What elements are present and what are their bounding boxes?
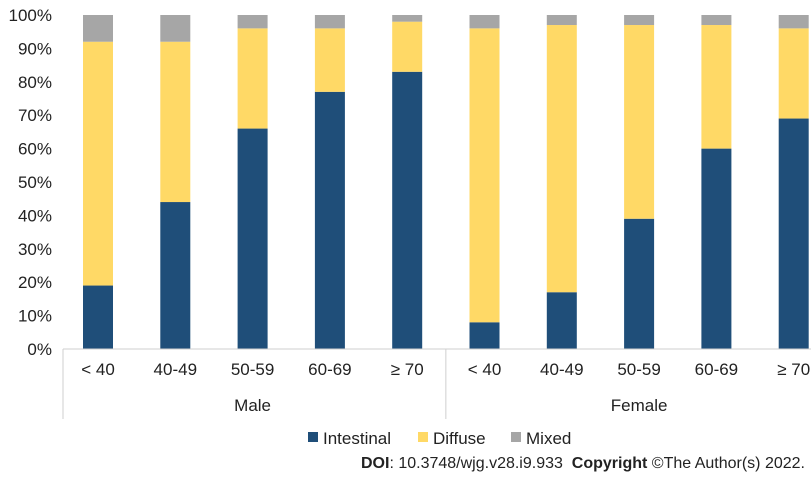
y-tick-label: 90%: [18, 39, 52, 58]
bar-mixed: [624, 15, 655, 26]
bar-diffuse: [392, 21, 423, 72]
bar-intestinal: [469, 322, 500, 349]
bar-diffuse: [237, 28, 268, 129]
bar-mixed: [701, 15, 732, 26]
bar-mixed: [392, 15, 423, 22]
bar-intestinal: [778, 118, 809, 349]
bar-diffuse: [624, 25, 655, 219]
y-tick-label: 30%: [18, 240, 52, 259]
group-label: Female: [611, 396, 668, 415]
legend-swatch-mixed: [511, 432, 521, 442]
bar-mixed: [237, 15, 268, 29]
bar-mixed: [314, 15, 345, 29]
bar-mixed: [160, 15, 191, 42]
x-tick-label: 60-69: [695, 360, 738, 379]
legend-label: Diffuse: [433, 429, 486, 448]
legend-label: Mixed: [526, 429, 571, 448]
bar-diffuse: [160, 41, 191, 203]
y-tick-label: 20%: [18, 273, 52, 292]
x-tick-label: 50-59: [231, 360, 274, 379]
bar-mixed: [546, 15, 577, 26]
bar-intestinal: [160, 202, 191, 349]
bar-intestinal: [392, 71, 423, 349]
bar-diffuse: [546, 25, 577, 293]
bar-intestinal: [83, 285, 113, 349]
legend-label: Intestinal: [323, 429, 391, 448]
copyright-label: Copyright: [571, 455, 648, 472]
bar-diffuse: [314, 28, 345, 92]
bar-intestinal: [314, 91, 345, 349]
bar-diffuse: [701, 25, 732, 149]
doi-label: DOI: [360, 455, 390, 472]
copyright-value: ©The Author(s) 2022.: [647, 455, 805, 472]
bar-mixed: [778, 15, 809, 29]
citation-footer: DOI: 10.3748/wjg.v28.i9.933 Copyright ©T…: [361, 455, 805, 473]
y-tick-label: 10%: [18, 307, 52, 326]
bar-diffuse: [469, 28, 500, 323]
bar-mixed: [83, 15, 113, 42]
bar-intestinal: [701, 148, 732, 349]
bar-diffuse: [778, 28, 809, 119]
y-tick-label: 60%: [18, 140, 52, 159]
bar-intestinal: [237, 128, 268, 349]
x-tick-label: 40-49: [154, 360, 197, 379]
legend-swatch-diffuse: [418, 432, 428, 442]
x-tick-label: ≥ 70: [391, 360, 424, 379]
x-tick-label: < 40: [468, 360, 502, 379]
x-tick-label: 40-49: [540, 360, 583, 379]
y-tick-label: 0%: [27, 340, 52, 359]
bar-intestinal: [546, 292, 577, 349]
x-tick-label: 50-59: [617, 360, 660, 379]
bar-mixed: [469, 15, 500, 29]
y-tick-label: 50%: [18, 173, 52, 192]
group-label: Male: [234, 396, 271, 415]
y-tick-label: 70%: [18, 106, 52, 125]
y-tick-label: 100%: [9, 6, 52, 25]
doi-value: : 10.3748/wjg.v28.i9.933: [389, 455, 563, 472]
bar-intestinal: [624, 218, 655, 349]
bar-diffuse: [83, 41, 113, 286]
legend-swatch-intestinal: [308, 432, 318, 442]
x-tick-label: < 40: [81, 360, 115, 379]
x-tick-label: 60-69: [308, 360, 351, 379]
x-tick-label: ≥ 70: [777, 360, 810, 379]
y-tick-label: 40%: [18, 206, 52, 225]
y-tick-label: 80%: [18, 73, 52, 92]
